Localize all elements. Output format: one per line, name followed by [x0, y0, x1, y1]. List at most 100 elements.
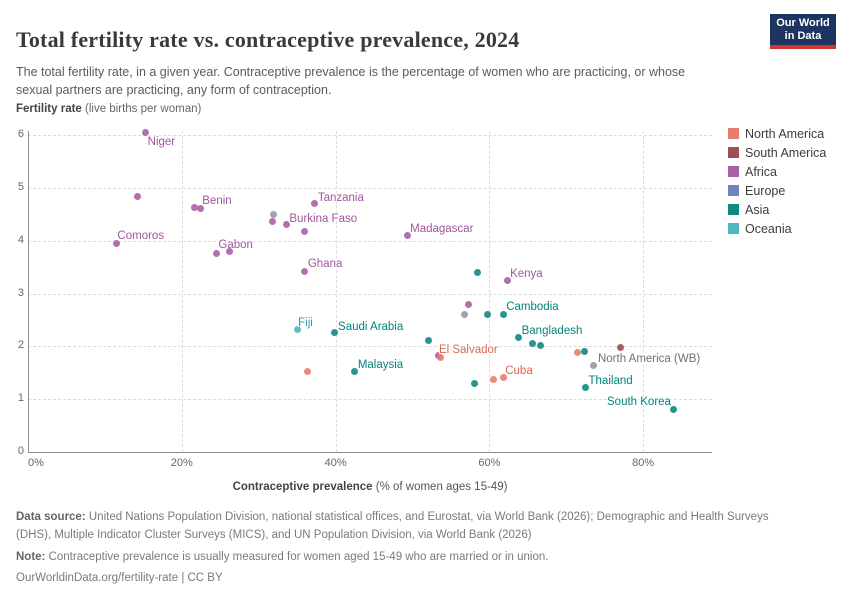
- data-point-niger[interactable]: [142, 128, 150, 136]
- legend-item-north-america[interactable]: North America: [728, 124, 826, 143]
- data-point-africa[interactable]: [300, 228, 308, 236]
- data-point-benin[interactable]: [196, 205, 204, 213]
- gridline-x-60: [489, 131, 491, 452]
- data-point-south-korea[interactable]: [670, 405, 678, 413]
- country-label-burkina-faso[interactable]: Burkina Faso: [289, 212, 358, 225]
- data-point-asia[interactable]: [470, 379, 478, 387]
- data-point-north-america[interactable]: [489, 376, 497, 384]
- data-point-asia[interactable]: [581, 348, 589, 356]
- country-label-south-korea[interactable]: South Korea: [607, 396, 671, 409]
- gridline-y-5: [28, 187, 712, 189]
- data-point-africa[interactable]: [269, 218, 277, 226]
- legend-label-asia: Asia: [745, 202, 770, 217]
- country-label-north-america-wb[interactable]: North America (WB): [597, 353, 701, 366]
- country-label-niger[interactable]: Niger: [147, 136, 176, 149]
- data-point-ghana[interactable]: [301, 267, 309, 275]
- gridline-y-2: [28, 346, 712, 348]
- legend-item-south-america[interactable]: South America: [728, 143, 826, 162]
- data-point-south-america[interactable]: [617, 344, 625, 352]
- y-tick-label-1: 1: [17, 392, 24, 405]
- legend-swatch-north-america: [728, 128, 739, 139]
- country-label-comoros[interactable]: Comoros: [117, 230, 165, 243]
- legend: North America South America Africa Europe As…: [728, 124, 826, 238]
- data-point-bangladesh[interactable]: [515, 334, 523, 342]
- data-point-asia[interactable]: [536, 342, 544, 350]
- y-tick-label-4: 4: [17, 233, 24, 246]
- y-axis-line: [28, 131, 29, 452]
- data-point-world-bank-regions[interactable]: [269, 211, 277, 219]
- legend-item-europe[interactable]: Europe: [728, 181, 826, 200]
- data-point-africa[interactable]: [465, 300, 473, 308]
- country-label-el-salvador[interactable]: El Salvador: [438, 344, 498, 357]
- chart-footer: Data source: United Nations Population D…: [16, 509, 786, 592]
- x-axis-line: [28, 452, 712, 453]
- data-point-saudi-arabia[interactable]: [330, 329, 338, 337]
- data-point-africa[interactable]: [133, 192, 141, 200]
- y-axis-title: Fertility rate (live births per woman): [16, 103, 202, 115]
- legend-item-oceania[interactable]: Oceania: [728, 219, 826, 238]
- y-tick-label-3: 3: [17, 286, 24, 299]
- y-tick-label-6: 6: [17, 128, 24, 141]
- data-point-africa[interactable]: [225, 247, 233, 255]
- x-axis-title: Contraceptive prevalence (% of women age…: [232, 481, 508, 493]
- data-point-fiji[interactable]: [293, 326, 301, 334]
- legend-swatch-asia: [728, 204, 739, 215]
- data-point-thailand[interactable]: [582, 384, 590, 392]
- data-point-cambodia[interactable]: [499, 310, 507, 318]
- country-label-fiji[interactable]: Fiji: [298, 316, 313, 329]
- data-point-asia[interactable]: [484, 310, 492, 318]
- country-label-gabon[interactable]: Gabon: [218, 239, 253, 252]
- data-point-north-america-wb[interactable]: [590, 361, 598, 369]
- data-point-north-america[interactable]: [303, 368, 311, 376]
- legend-label-oceania: Oceania: [745, 221, 792, 236]
- chart-subtitle: The total fertility rate, in a given yea…: [16, 64, 686, 98]
- data-point-asia[interactable]: [474, 268, 482, 276]
- legend-label-africa: Africa: [745, 164, 777, 179]
- gridline-y-4: [28, 240, 712, 242]
- data-point-africa[interactable]: [190, 204, 198, 212]
- gridline-y-6: [28, 135, 712, 137]
- country-label-ghana[interactable]: Ghana: [307, 258, 343, 271]
- country-label-kenya[interactable]: Kenya: [510, 267, 543, 280]
- data-point-gabon[interactable]: [212, 249, 220, 257]
- x-tick-label-40: 40%: [324, 457, 347, 469]
- data-point-comoros[interactable]: [112, 239, 120, 247]
- data-point-madagascar[interactable]: [403, 231, 411, 239]
- data-point-burkina-faso[interactable]: [282, 221, 290, 229]
- country-label-thailand[interactable]: Thailand: [588, 374, 633, 387]
- y-tick-label-2: 2: [17, 339, 24, 352]
- x-tick-label-80: 80%: [632, 457, 655, 469]
- country-label-bangladesh[interactable]: Bangladesh: [521, 324, 583, 337]
- country-label-saudi-arabia[interactable]: Saudi Arabia: [338, 320, 404, 333]
- data-point-cuba[interactable]: [499, 374, 507, 381]
- y-tick-label-5: 5: [17, 180, 24, 193]
- legend-swatch-oceania: [728, 223, 739, 234]
- country-label-malaysia[interactable]: Malaysia: [357, 358, 404, 371]
- data-point-north-america[interactable]: [574, 349, 582, 357]
- data-point-kenya[interactable]: [503, 277, 511, 285]
- data-point-asia[interactable]: [528, 340, 536, 348]
- gridline-y-3: [28, 293, 712, 295]
- country-label-tanzania[interactable]: Tanzania: [317, 191, 364, 204]
- country-label-cuba[interactable]: Cuba: [505, 364, 533, 377]
- country-label-madagascar[interactable]: Madagascar: [410, 223, 474, 236]
- source-link[interactable]: OurWorldinData.org/fertility-rate | CC B…: [16, 572, 223, 585]
- data-point-world-bank-regions[interactable]: [461, 310, 469, 318]
- country-label-cambodia[interactable]: Cambodia: [506, 301, 559, 314]
- x-tick-label-0: 0%: [28, 457, 44, 469]
- country-label-benin[interactable]: Benin: [202, 194, 232, 207]
- page-title: Total fertility rate vs. contraceptive p…: [16, 26, 520, 52]
- x-tick-label-20: 20%: [170, 457, 193, 469]
- legend-item-asia[interactable]: Asia: [728, 200, 826, 219]
- gridline-x-80: [643, 131, 645, 452]
- data-point-el-salvador[interactable]: [437, 353, 445, 361]
- data-point-asia[interactable]: [425, 336, 433, 344]
- owid-logo[interactable]: Our World in Data: [770, 14, 836, 49]
- data-point-tanzania[interactable]: [311, 200, 319, 208]
- data-point-malaysia[interactable]: [351, 368, 359, 376]
- legend-item-africa[interactable]: Africa: [728, 162, 826, 181]
- legend-swatch-south-america: [728, 147, 739, 158]
- legend-swatch-europe: [728, 185, 739, 196]
- gridline-x-20: [181, 131, 183, 452]
